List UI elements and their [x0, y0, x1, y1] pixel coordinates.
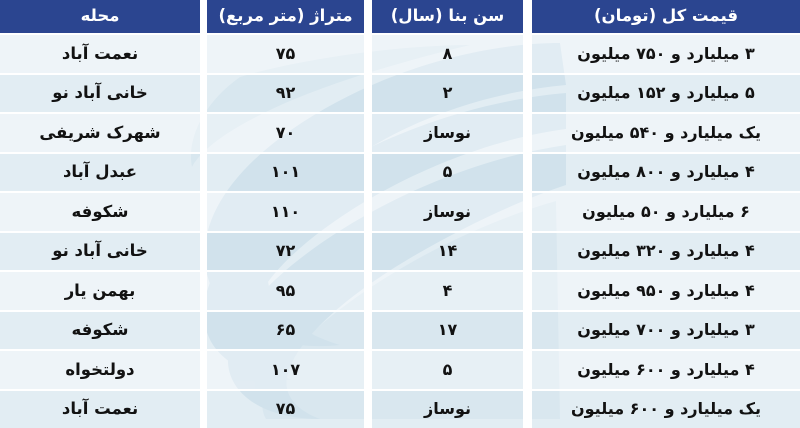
- table-header-row: قیمت کل (تومان) سن بنا (سال) متراژ (متر …: [0, 0, 800, 33]
- row-divider: [364, 230, 372, 270]
- cell-price: ۴ میلیارد و ۶۰۰ میلیون: [532, 349, 800, 389]
- row-divider: [364, 388, 372, 428]
- cell-area: ۱۰۷: [207, 349, 364, 389]
- row-divider: [523, 349, 532, 389]
- row-divider: [523, 112, 532, 152]
- row-divider: [200, 112, 207, 152]
- cell-building-age: ۲: [372, 72, 523, 112]
- cell-area: ۶۵: [207, 309, 364, 349]
- cell-price: ۳ میلیارد و ۷۰۰ میلیون: [532, 309, 800, 349]
- cell-neighborhood: شهرک شریفی: [0, 112, 200, 152]
- cell-building-age: نوساز: [372, 112, 523, 152]
- row-divider: [364, 191, 372, 231]
- row-divider: [523, 388, 532, 428]
- row-divider: [364, 349, 372, 389]
- row-divider: [523, 230, 532, 270]
- table-row[interactable]: ۶ میلیارد و ۵۰ میلیون نوساز ۱۱۰ شکوفه: [0, 191, 800, 231]
- row-divider: [364, 270, 372, 310]
- cell-area: ۷۵: [207, 33, 364, 73]
- row-divider: [364, 151, 372, 191]
- cell-building-age: نوساز: [372, 191, 523, 231]
- table-row[interactable]: یک میلیارد و ۶۰۰ میلیون نوساز ۷۵ نعمت آب…: [0, 388, 800, 428]
- cell-price: ۵ میلیارد و ۱۵۲ میلیون: [532, 72, 800, 112]
- column-divider-2: [364, 0, 372, 33]
- column-divider-3: [200, 0, 207, 33]
- cell-price: ۴ میلیارد و ۳۲۰ میلیون: [532, 230, 800, 270]
- row-divider: [364, 72, 372, 112]
- cell-price: ۶ میلیارد و ۵۰ میلیون: [532, 191, 800, 231]
- cell-neighborhood: دولتخواه: [0, 349, 200, 389]
- cell-building-age: ۵: [372, 349, 523, 389]
- cell-neighborhood: خانی آباد نو: [0, 72, 200, 112]
- table-body: ۳ میلیارد و ۷۵۰ میلیون ۸ ۷۵ نعمت آباد ۵ …: [0, 33, 800, 428]
- cell-neighborhood: نعمت آباد: [0, 388, 200, 428]
- row-divider: [200, 151, 207, 191]
- column-header-neighborhood[interactable]: محله: [0, 0, 200, 33]
- column-divider-1: [523, 0, 532, 33]
- column-header-building-age[interactable]: سن بنا (سال): [372, 0, 523, 33]
- cell-price: یک میلیارد و ۶۰۰ میلیون: [532, 388, 800, 428]
- row-divider: [523, 270, 532, 310]
- row-divider: [200, 72, 207, 112]
- table-row[interactable]: ۴ میلیارد و ۹۵۰ میلیون ۴ ۹۵ بهمن یار: [0, 270, 800, 310]
- table-row[interactable]: ۴ میلیارد و ۶۰۰ میلیون ۵ ۱۰۷ دولتخواه: [0, 349, 800, 389]
- cell-neighborhood: عبدل آباد: [0, 151, 200, 191]
- row-divider: [364, 112, 372, 152]
- cell-neighborhood: شکوفه: [0, 309, 200, 349]
- cell-area: ۹۲: [207, 72, 364, 112]
- cell-building-age: ۸: [372, 33, 523, 73]
- row-divider: [200, 270, 207, 310]
- row-divider: [200, 191, 207, 231]
- cell-area: ۷۲: [207, 230, 364, 270]
- row-divider: [200, 349, 207, 389]
- cell-area: ۷۵: [207, 388, 364, 428]
- cell-neighborhood: شکوفه: [0, 191, 200, 231]
- row-divider: [523, 33, 532, 73]
- table-row[interactable]: ۴ میلیارد و ۳۲۰ میلیون ۱۴ ۷۲ خانی آباد ن…: [0, 230, 800, 270]
- cell-area: ۱۱۰: [207, 191, 364, 231]
- row-divider: [523, 191, 532, 231]
- cell-price: ۴ میلیارد و ۹۵۰ میلیون: [532, 270, 800, 310]
- cell-neighborhood: بهمن یار: [0, 270, 200, 310]
- cell-building-age: ۱۷: [372, 309, 523, 349]
- cell-price: ۳ میلیارد و ۷۵۰ میلیون: [532, 33, 800, 73]
- row-divider: [200, 33, 207, 73]
- cell-price: یک میلیارد و ۵۴۰ میلیون: [532, 112, 800, 152]
- cell-building-age: ۵: [372, 151, 523, 191]
- cell-area: ۷۰: [207, 112, 364, 152]
- column-header-price[interactable]: قیمت کل (تومان): [532, 0, 800, 33]
- cell-area: ۹۵: [207, 270, 364, 310]
- table-row[interactable]: ۳ میلیارد و ۷۵۰ میلیون ۸ ۷۵ نعمت آباد: [0, 33, 800, 73]
- row-divider: [523, 151, 532, 191]
- table-row[interactable]: ۳ میلیارد و ۷۰۰ میلیون ۱۷ ۶۵ شکوفه: [0, 309, 800, 349]
- table-row[interactable]: ۵ میلیارد و ۱۵۲ میلیون ۲ ۹۲ خانی آباد نو: [0, 72, 800, 112]
- cell-neighborhood: نعمت آباد: [0, 33, 200, 73]
- cell-building-age: ۱۴: [372, 230, 523, 270]
- cell-neighborhood: خانی آباد نو: [0, 230, 200, 270]
- row-divider: [523, 309, 532, 349]
- row-divider: [200, 230, 207, 270]
- cell-price: ۴ میلیارد و ۸۰۰ میلیون: [532, 151, 800, 191]
- table-row[interactable]: ۴ میلیارد و ۸۰۰ میلیون ۵ ۱۰۱ عبدل آباد: [0, 151, 800, 191]
- row-divider: [523, 72, 532, 112]
- cell-area: ۱۰۱: [207, 151, 364, 191]
- row-divider: [364, 33, 372, 73]
- column-header-area[interactable]: متراژ (متر مربع): [207, 0, 364, 33]
- row-divider: [200, 388, 207, 428]
- row-divider: [200, 309, 207, 349]
- table-row[interactable]: یک میلیارد و ۵۴۰ میلیون نوساز ۷۰ شهرک شر…: [0, 112, 800, 152]
- row-divider: [364, 309, 372, 349]
- cell-building-age: ۴: [372, 270, 523, 310]
- cell-building-age: نوساز: [372, 388, 523, 428]
